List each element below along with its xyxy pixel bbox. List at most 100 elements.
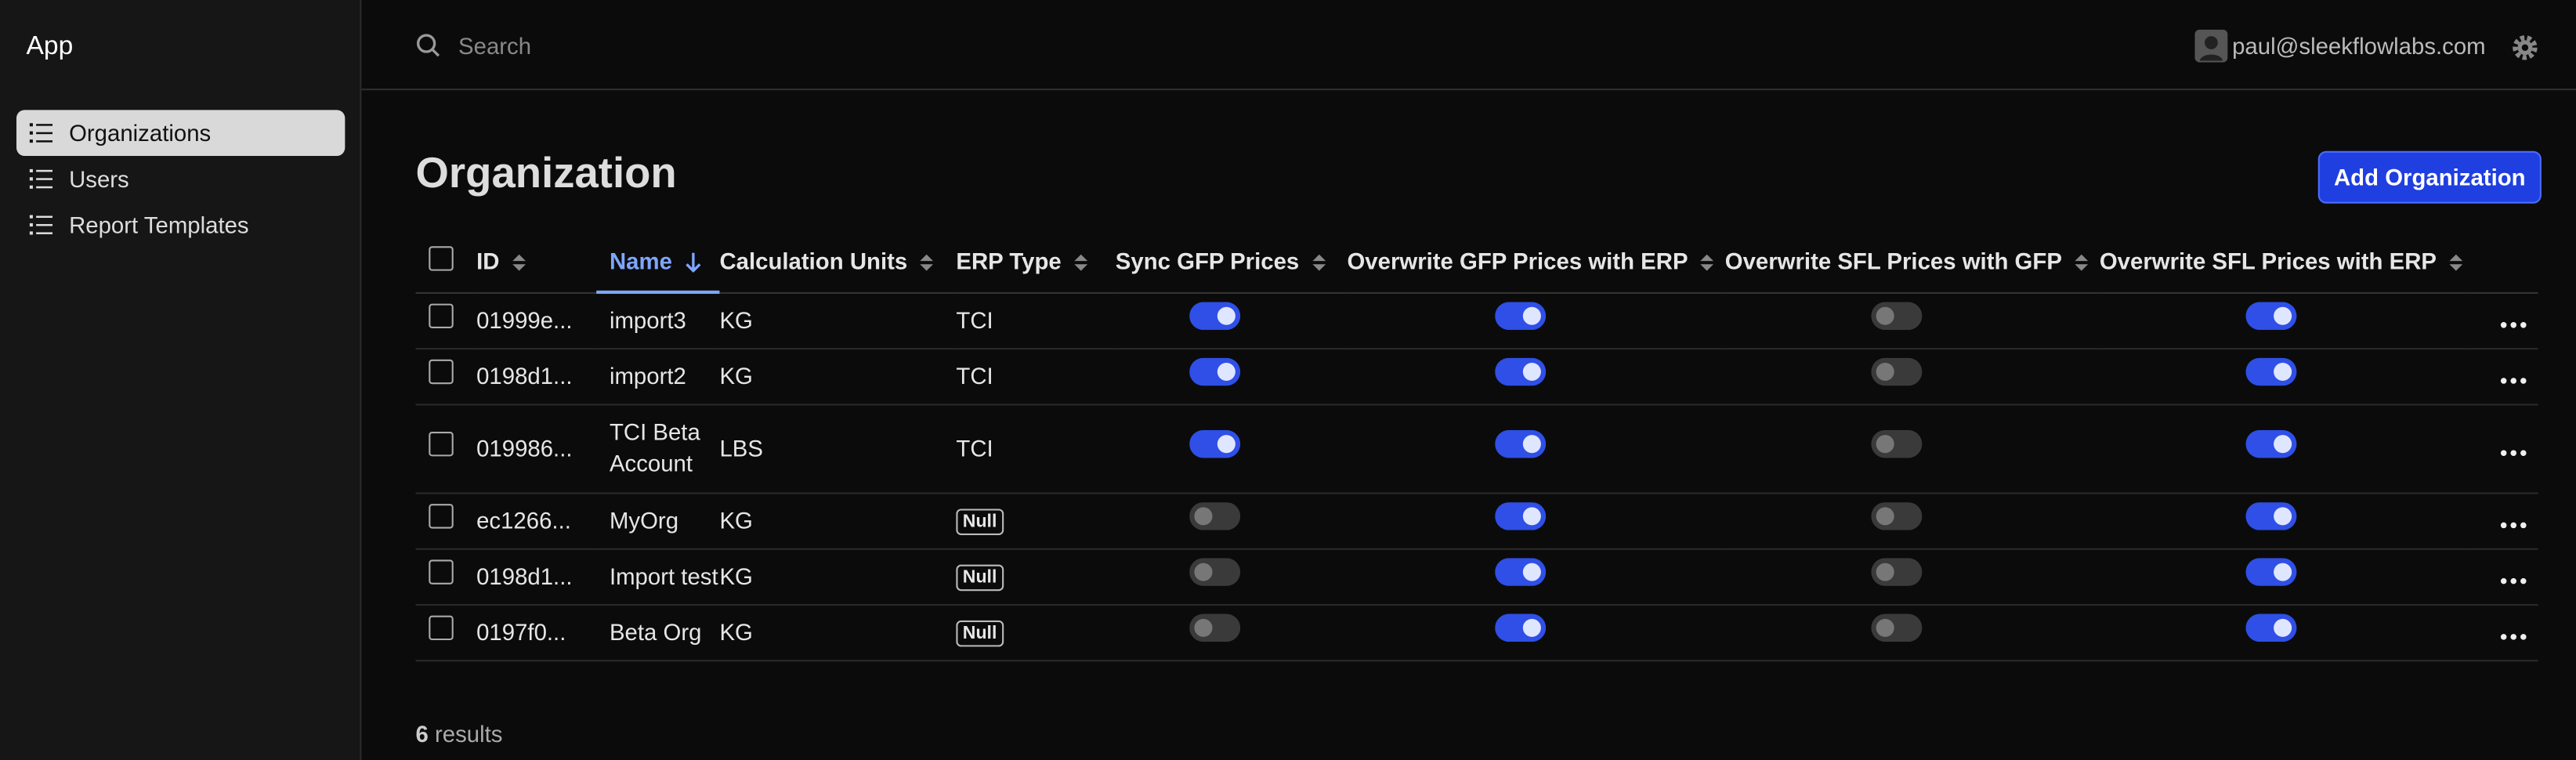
sort-icon[interactable] — [512, 253, 526, 273]
checkbox[interactable] — [429, 245, 454, 271]
settings-icon[interactable] — [2510, 33, 2540, 63]
cell: KG — [719, 603, 957, 661]
row-actions[interactable] — [2500, 320, 2527, 328]
toggle[interactable] — [1871, 502, 1923, 530]
null-badge: Null — [956, 563, 1004, 591]
nav-item[interactable]: Users — [16, 156, 345, 202]
avatar[interactable] — [2194, 29, 2228, 63]
column-header: Sync GFP Prices — [1115, 247, 1300, 274]
checkbox[interactable] — [429, 504, 454, 529]
cell: LBS — [719, 404, 957, 494]
cell — [415, 348, 477, 405]
checkbox[interactable] — [429, 559, 454, 584]
toggle[interactable] — [2245, 613, 2297, 642]
cell — [1724, 492, 2100, 549]
cell-text: Beta Org — [609, 617, 702, 645]
toggle[interactable] — [1189, 357, 1241, 386]
cell — [1347, 548, 1725, 606]
row-actions[interactable] — [2500, 377, 2527, 383]
cell — [1347, 492, 1725, 549]
cell — [2099, 348, 2465, 405]
toggle[interactable] — [1189, 302, 1241, 331]
sort-desc-icon[interactable] — [686, 252, 702, 273]
checkbox[interactable] — [429, 303, 454, 328]
sort-icon[interactable] — [1312, 253, 1326, 273]
column-header: Calculation Units — [719, 247, 908, 274]
toggle[interactable] — [1189, 429, 1241, 458]
cell — [1724, 548, 2100, 606]
toggle[interactable] — [1495, 613, 1547, 642]
toggle[interactable] — [1189, 613, 1241, 642]
toggle[interactable] — [1495, 357, 1547, 386]
header-cell[interactable]: ERP Type — [956, 230, 1116, 293]
cell — [2464, 492, 2538, 549]
column-header: ID — [476, 247, 500, 274]
result-count: 6 results — [416, 721, 503, 747]
toggle[interactable] — [1871, 302, 1923, 331]
toggle[interactable] — [1189, 502, 1241, 530]
sort-icon[interactable] — [1701, 253, 1715, 273]
cell: Null — [956, 492, 1116, 549]
cell: Beta Org — [596, 603, 720, 661]
toggle[interactable] — [2245, 558, 2297, 586]
cell: TCI Beta Account — [596, 404, 720, 494]
add-button[interactable]: Add Organization — [2317, 150, 2542, 204]
cell-text: TCI — [956, 306, 993, 333]
list-icon — [29, 215, 53, 235]
cell: TCI — [956, 291, 1116, 349]
cell: KG — [719, 548, 957, 606]
header-cell[interactable]: Sync GFP Prices — [1115, 230, 1348, 293]
cell — [1724, 291, 2100, 349]
search-input[interactable]: Search — [458, 32, 532, 60]
toggle[interactable] — [2245, 357, 2297, 386]
row-actions[interactable] — [2500, 633, 2527, 639]
search-icon — [416, 34, 440, 57]
row-actions[interactable] — [2500, 521, 2527, 528]
toggle[interactable] — [2245, 302, 2297, 331]
nav-item[interactable]: Organizations — [16, 110, 346, 157]
cell — [2464, 348, 2538, 405]
row-actions[interactable] — [2500, 449, 2527, 455]
toggle[interactable] — [1495, 502, 1547, 530]
toggle[interactable] — [1495, 558, 1547, 586]
checkbox[interactable] — [429, 359, 454, 385]
cell — [415, 603, 477, 661]
toggle[interactable] — [1871, 429, 1923, 458]
cell: TCI — [956, 404, 1116, 494]
topbar: Search paul@sleekflowlabs.com — [361, 0, 2576, 91]
table-row: 0198d1... Import test KG Null — [415, 548, 2538, 606]
toggle[interactable] — [1495, 429, 1547, 458]
cell — [2099, 492, 2465, 549]
sort-icon[interactable] — [921, 253, 934, 273]
cell-text: KG — [719, 361, 753, 389]
list-icon — [29, 123, 53, 143]
toggle[interactable] — [1871, 613, 1923, 642]
toggle[interactable] — [2245, 502, 2297, 530]
checkbox[interactable] — [429, 431, 454, 457]
header-cell[interactable]: Name — [596, 230, 720, 295]
toggle[interactable] — [1495, 302, 1547, 331]
header-cell[interactable]: Overwrite GFP Prices with ERP — [1347, 230, 1725, 293]
header-cell[interactable]: ID — [476, 230, 597, 293]
user-email[interactable]: paul@sleekflowlabs.com — [2232, 32, 2486, 60]
header-cell[interactable]: Overwrite SFL Prices with GFP — [1724, 230, 2100, 293]
cell-text: TCI — [956, 434, 993, 461]
cell — [1115, 603, 1348, 661]
cell-text: 019986... — [476, 434, 573, 461]
toggle[interactable] — [1871, 558, 1923, 586]
cell: KG — [719, 291, 957, 349]
checkbox[interactable] — [429, 615, 454, 641]
toggle[interactable] — [1189, 558, 1241, 586]
header-cell[interactable]: Calculation Units — [719, 230, 957, 293]
cell-text: KG — [719, 506, 753, 533]
sort-icon[interactable] — [2075, 253, 2089, 273]
toggle[interactable] — [2245, 429, 2297, 458]
cell: MyOrg — [596, 492, 720, 549]
nav-item[interactable]: Report Templates — [16, 202, 345, 248]
toggle[interactable] — [1871, 357, 1923, 386]
sort-icon[interactable] — [2449, 253, 2463, 273]
sort-icon[interactable] — [1074, 253, 1088, 273]
header-cell[interactable]: Overwrite SFL Prices with ERP — [2099, 230, 2465, 293]
row-actions[interactable] — [2500, 577, 2527, 584]
